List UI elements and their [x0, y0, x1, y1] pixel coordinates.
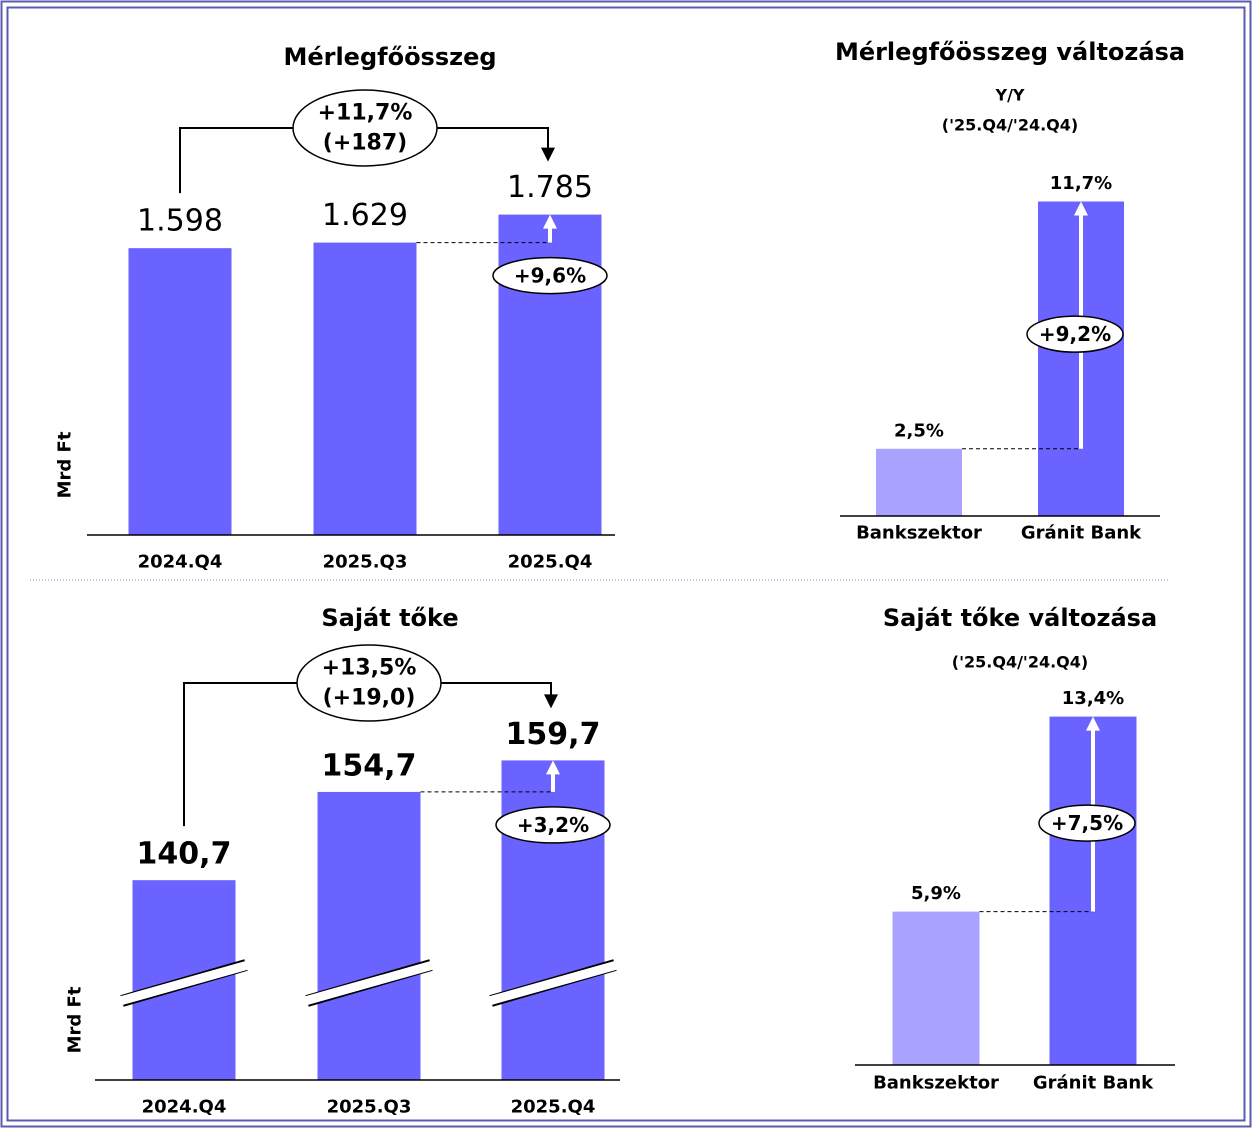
x-tick-label: Gránit Bank — [1021, 523, 1142, 544]
value-label: 2,5% — [894, 420, 944, 441]
change-label: +9,2% — [1039, 322, 1111, 346]
change-label: +9,6% — [514, 264, 586, 288]
axis-break — [487, 960, 619, 1006]
value-label: 11,7% — [1050, 173, 1112, 194]
value-label: 13,4% — [1062, 688, 1124, 709]
value-label: 1.629 — [322, 198, 408, 233]
arrow-head — [543, 214, 557, 229]
value-label: 1.598 — [137, 204, 223, 239]
arrow-head — [546, 760, 560, 775]
bar — [892, 911, 980, 1065]
axis-break — [118, 960, 250, 1006]
total-change-label: (+19,0) — [323, 686, 416, 711]
subtitle: Y/Y — [994, 86, 1024, 105]
x-tick-label: Bankszektor — [856, 523, 982, 544]
subtitle: ('25.Q4/'24.Q4) — [952, 653, 1088, 672]
x-tick-label: 2025.Q4 — [508, 552, 593, 573]
x-tick-label: 2025.Q3 — [327, 1097, 412, 1118]
change-oval — [1026, 315, 1124, 353]
border — [6, 6, 1246, 1122]
value-label: 1.785 — [507, 170, 593, 205]
arrow-head — [544, 694, 558, 709]
change-label: +7,5% — [1051, 811, 1123, 835]
value-label: 154,7 — [322, 748, 417, 783]
total-oval — [296, 644, 442, 722]
change-oval — [492, 256, 608, 295]
bar — [876, 448, 962, 516]
total-change-label: (+187) — [323, 131, 407, 156]
change-oval — [495, 806, 611, 844]
bar — [313, 242, 417, 536]
bar — [317, 791, 421, 1080]
value-label: 159,7 — [506, 717, 601, 752]
chart-title: Mérlegfőösszeg — [283, 43, 496, 71]
total-oval — [292, 89, 438, 167]
value-label: 140,7 — [137, 837, 232, 872]
arrow-head — [541, 147, 555, 162]
total-change-label: +11,7% — [318, 101, 413, 126]
x-tick-label: 2025.Q3 — [323, 552, 408, 573]
change-oval — [1038, 804, 1136, 842]
axis-break — [303, 960, 435, 1006]
x-tick-label: 2025.Q4 — [511, 1097, 596, 1118]
x-tick-label: Gránit Bank — [1033, 1073, 1154, 1094]
value-label: 5,9% — [911, 883, 961, 904]
subtitle: ('25.Q4/'24.Q4) — [942, 116, 1078, 135]
bar — [128, 248, 232, 535]
total-change-label: +13,5% — [322, 656, 417, 681]
arrow-head — [1074, 201, 1088, 216]
arrow-head — [1086, 716, 1100, 731]
change-label: +3,2% — [517, 813, 589, 837]
y-axis-label: Mrd Ft — [55, 431, 76, 498]
chart-title: Mérlegfőösszeg változása — [835, 38, 1185, 66]
x-tick-label: Bankszektor — [873, 1073, 999, 1094]
chart-title: Saját tőke — [321, 604, 458, 632]
chart-title: Saját tőke változása — [883, 604, 1157, 632]
y-axis-label: Mrd Ft — [65, 986, 86, 1053]
x-tick-label: 2024.Q4 — [142, 1097, 227, 1118]
x-tick-label: 2024.Q4 — [138, 552, 223, 573]
